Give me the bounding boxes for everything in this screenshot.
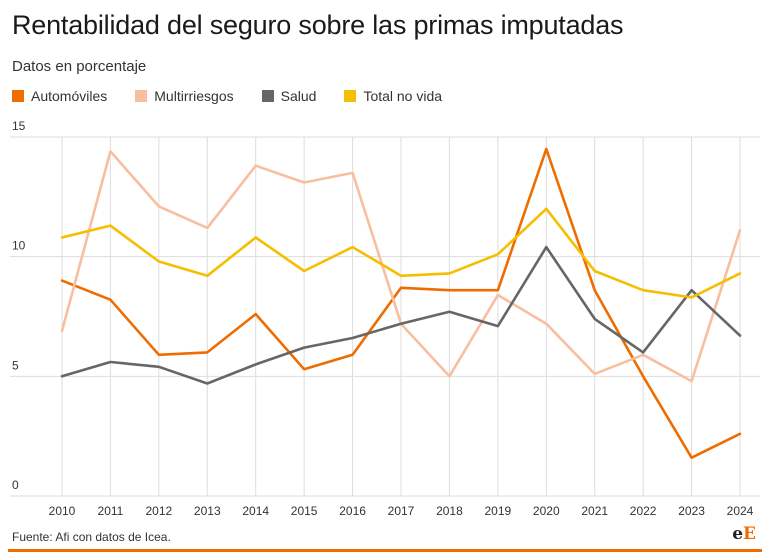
- legend-label: Automóviles: [31, 88, 108, 104]
- x-tick-label: 2018: [436, 504, 463, 518]
- x-tick-label: 2012: [146, 504, 173, 518]
- x-tick-label: 2017: [388, 504, 415, 518]
- legend-swatch: [12, 90, 24, 102]
- legend-item-salud[interactable]: Salud: [261, 88, 317, 104]
- brand-logo[interactable]: eE: [732, 524, 756, 544]
- logo-letter: E: [743, 524, 756, 544]
- x-tick-label: 2023: [678, 504, 705, 518]
- x-tick-label: 2020: [533, 504, 560, 518]
- x-tick-label: 2010: [49, 504, 76, 518]
- x-tick-label: 2015: [291, 504, 318, 518]
- chart-legend: Automóviles Multirriesgos Salud Total no…: [12, 88, 470, 104]
- legend-swatch: [344, 90, 357, 102]
- legend-item-multirriesgos[interactable]: Multirriesgos: [135, 88, 234, 104]
- series-line-salud: [60, 245, 742, 385]
- x-tick-label: 2019: [485, 504, 512, 518]
- legend-swatch: [135, 90, 148, 102]
- x-tick-label: 2022: [630, 504, 657, 518]
- y-tick-label: 0: [12, 478, 19, 492]
- legend-item-total-no-vida[interactable]: Total no vida: [344, 88, 442, 104]
- footer-rule: [8, 549, 762, 552]
- chart-subtitle: Datos en porcentaje: [12, 58, 147, 75]
- x-tick-label: 2016: [339, 504, 366, 518]
- legend-label: Salud: [280, 88, 317, 104]
- legend-label: Total no vida: [363, 88, 443, 104]
- x-tick-label: 2021: [581, 504, 608, 518]
- source-note: Fuente: Afi con datos de Icea.: [12, 530, 171, 544]
- y-tick-label: 10: [12, 239, 26, 253]
- series-line-autom-viles: [60, 147, 742, 459]
- legend-label: Multirriesgos: [154, 88, 234, 104]
- x-tick-label: 2013: [194, 504, 221, 518]
- y-tick-label: 5: [12, 358, 19, 372]
- series-line-total-no-vida: [60, 207, 742, 299]
- x-tick-label: 2011: [98, 504, 124, 518]
- x-tick-label: 2014: [242, 504, 269, 518]
- legend-swatch: [261, 90, 274, 102]
- chart-title: Rentabilidad del seguro sobre las primas…: [12, 10, 624, 40]
- logo-letter: e: [732, 524, 744, 544]
- y-tick-label: 15: [12, 119, 26, 133]
- legend-item-automoviles[interactable]: Automóviles: [12, 88, 107, 104]
- x-tick-label: 2024: [727, 504, 754, 518]
